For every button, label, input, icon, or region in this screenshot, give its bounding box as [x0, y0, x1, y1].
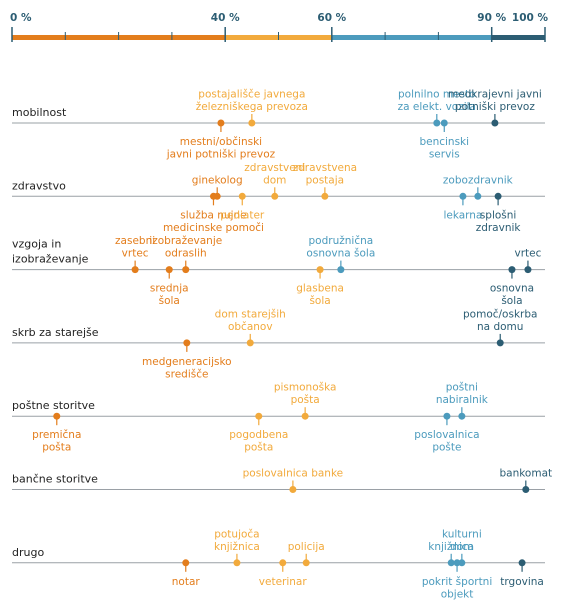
point: [433, 119, 441, 127]
point: [165, 266, 173, 274]
point: [321, 192, 329, 200]
point: [301, 412, 309, 420]
point: [53, 412, 61, 420]
point: [337, 266, 345, 274]
point: [233, 559, 241, 567]
point: [474, 192, 482, 200]
x-tick-label: 100 %: [512, 12, 549, 24]
point-label: knjižnica: [428, 541, 474, 553]
point: [246, 339, 254, 347]
scale-band: [331, 35, 492, 40]
point-label: pogodbena pošta: [229, 429, 288, 454]
x-tick-label: 0 %: [10, 12, 32, 24]
point: [131, 266, 139, 274]
point-label: ginekolog: [192, 174, 243, 186]
point-label: zdravstvena postaja: [293, 162, 358, 187]
point: [491, 119, 499, 127]
point: [255, 412, 263, 420]
point-label: pediater: [220, 209, 265, 221]
point-label: notar: [172, 576, 201, 588]
point-label: dom starejših občanov: [215, 308, 286, 333]
row-label: bančne storitve: [12, 473, 98, 486]
point: [271, 192, 279, 200]
point-label: potujoča knjižnica: [214, 528, 260, 553]
point-label: vrtec: [514, 248, 541, 260]
point-label: premična pošta: [32, 429, 81, 454]
point-label: izobraževanje odraslih: [149, 235, 222, 260]
row-label: drugo: [12, 546, 44, 559]
point: [316, 266, 324, 274]
point: [209, 192, 217, 200]
point-label: mestni/občinski javni potniški prevoz: [166, 136, 276, 161]
scale-band: [491, 35, 545, 40]
point-label: podružnična osnovna šola: [306, 235, 375, 260]
x-tick-label: 90 %: [477, 12, 506, 24]
point: [248, 119, 256, 127]
point: [458, 412, 466, 420]
point-label: glasbena šola: [296, 283, 344, 308]
point-label: poslovalnica pošte: [414, 429, 479, 454]
point-label: postajališče javnega železniškega prevoza: [196, 89, 308, 114]
point-label: poštni nabiralnik: [436, 382, 489, 407]
point: [522, 486, 530, 493]
point: [302, 559, 310, 567]
point-label: medkrajevni javni potniški prevoz: [448, 89, 542, 114]
point-label: veterinar: [259, 576, 308, 588]
row-label: mobilnost: [12, 106, 67, 119]
point-label: srednja šola: [150, 283, 189, 308]
point: [496, 339, 504, 347]
x-tick-label: 60 %: [317, 12, 346, 24]
row-label: poštne storitve: [12, 399, 95, 412]
point: [459, 192, 467, 200]
row-label: skrb za starejše: [12, 326, 99, 339]
point: [183, 339, 191, 347]
point-label: pomoč/oskrba na domu: [463, 308, 537, 333]
point-label: medgeneracijsko središče: [142, 356, 232, 381]
point-label: pismonoška pošta: [274, 382, 337, 407]
point: [524, 266, 532, 274]
point-label: pokrit športni objekt: [422, 576, 492, 600]
point: [289, 486, 297, 493]
point-label: kulturni dom: [442, 528, 482, 553]
point-label: služba nujne medicinske pomoči: [163, 209, 264, 234]
point: [458, 559, 466, 567]
point: [453, 559, 461, 567]
point-label: lekarna: [443, 209, 482, 221]
point: [440, 119, 448, 127]
point-label: osnovna šola: [490, 283, 534, 308]
point: [182, 559, 190, 567]
point-label: zdravstveni dom: [244, 162, 305, 187]
row-label: vzgoja in izobraževanje: [12, 238, 89, 266]
point: [447, 559, 455, 567]
point-label: splošni zdravnik: [476, 209, 522, 234]
point-label: poslovalnica banke: [243, 468, 344, 480]
point-label: bankomat: [499, 468, 552, 480]
point: [443, 412, 451, 420]
point: [518, 559, 526, 567]
point: [508, 266, 516, 274]
point: [182, 266, 190, 274]
point-label: bencinski servis: [419, 136, 469, 161]
point: [217, 119, 225, 127]
point-label: policija: [288, 541, 325, 553]
x-tick-label: 40 %: [211, 12, 240, 24]
row-label: zdravstvo: [12, 179, 66, 192]
point: [494, 192, 502, 200]
point-label: trgovina: [500, 576, 544, 588]
point-label: zobozdravnik: [443, 174, 514, 186]
point: [279, 559, 287, 567]
point-label: zasebni vrtec: [115, 235, 155, 260]
point: [238, 192, 246, 200]
point-label: polnilno mesto za elekt. vozila: [398, 89, 476, 114]
